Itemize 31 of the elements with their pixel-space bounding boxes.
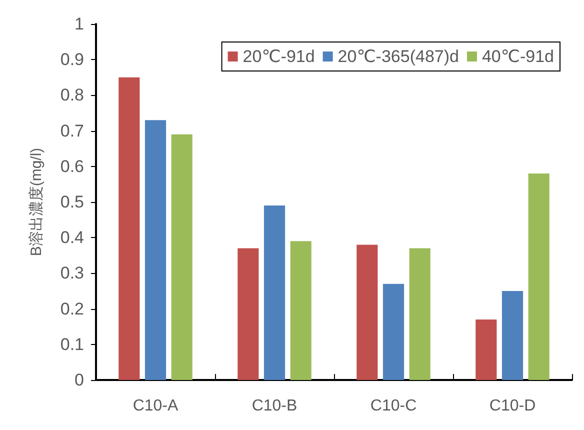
y-axis-title: B溶出濃度(mg/l) (28, 148, 45, 256)
x-tick-label: C10-B (252, 398, 298, 414)
legend-label: 40℃-91d (482, 47, 554, 66)
y-tick-label: 0.5 (60, 192, 84, 212)
bar (290, 241, 312, 380)
y-tick-label: 0.9 (60, 50, 84, 70)
bar (382, 284, 404, 380)
legend-label: 20℃-365(487)d (338, 47, 459, 66)
y-tick-label: 0.6 (60, 156, 84, 176)
y-tick-label: 0.3 (60, 264, 84, 283)
bar (264, 206, 286, 380)
y-tick-label: 1 (74, 14, 84, 34)
y-tick-label: 0.1 (60, 334, 84, 354)
x-tick-label: C10-D (489, 398, 536, 414)
bar (144, 120, 166, 380)
bar (409, 248, 430, 380)
bar (171, 134, 192, 380)
legend-label: 20℃-91d (242, 47, 315, 66)
bar (502, 291, 524, 380)
y-tick-label: 0.4 (60, 228, 84, 248)
y-tick-label: 0 (74, 370, 84, 390)
bar (118, 77, 140, 380)
bar (528, 174, 550, 380)
bar (356, 244, 378, 380)
y-tick-label: 0.8 (60, 86, 84, 105)
x-tick-label: C10-C (370, 398, 417, 414)
y-tick-label: 0.7 (60, 121, 84, 140)
x-tick-label: C10-A (132, 398, 178, 414)
y-tick-label: 0.2 (60, 299, 84, 318)
bar (476, 319, 497, 380)
bar (238, 248, 259, 380)
